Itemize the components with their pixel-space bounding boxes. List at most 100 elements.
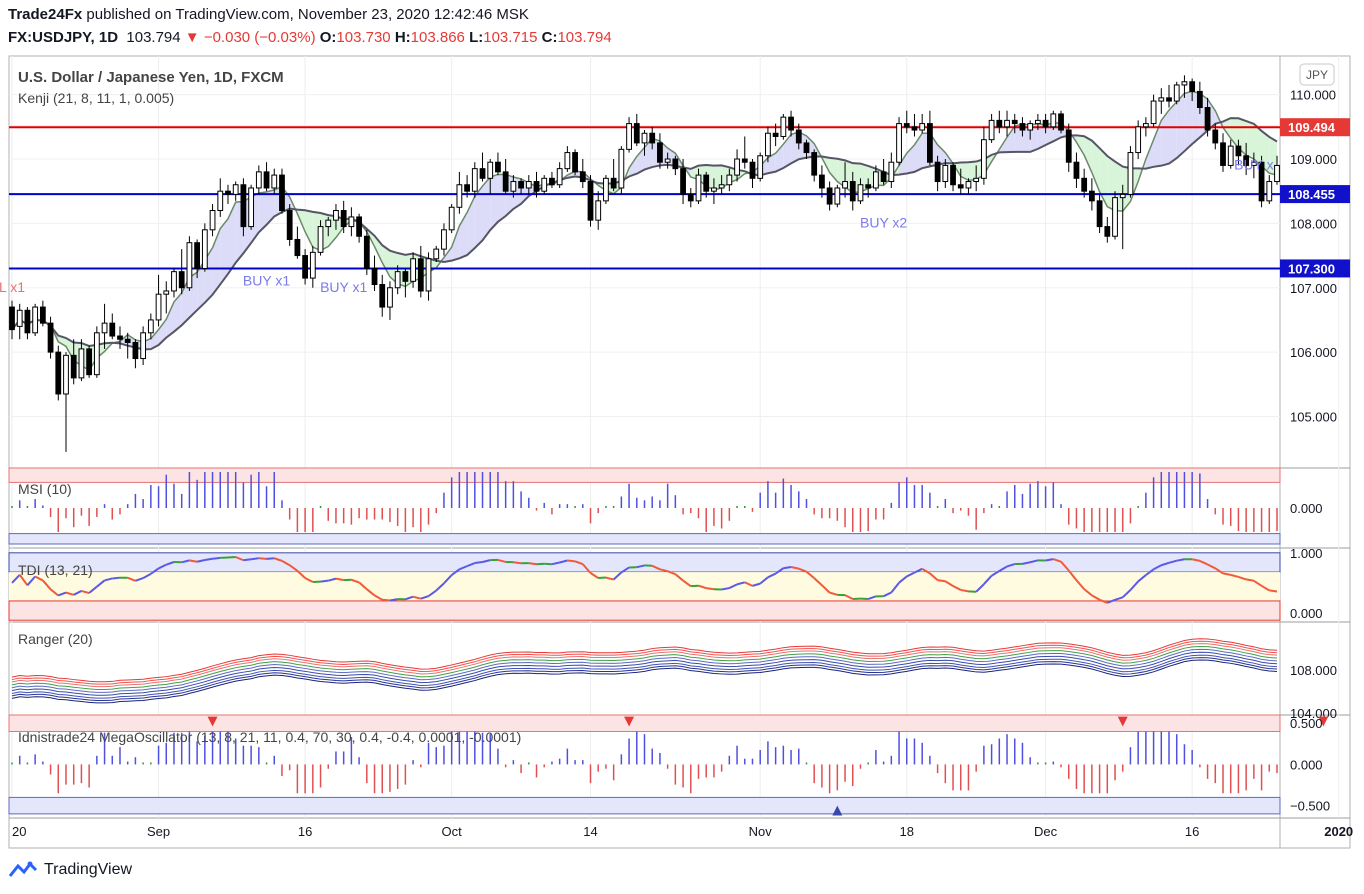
tdi-line-segment [212,556,221,560]
candle-body [263,171,270,189]
tdi-line-segment [1099,598,1108,604]
tdi-line-segment [258,557,267,560]
tdi-line-segment [243,558,252,562]
tdi-line-segment [104,577,113,582]
tdi-line-segment [327,577,337,582]
osc-y-tick: −0.500 [1290,799,1330,814]
tdi-line-segment [335,577,344,582]
tdi-line-segment [898,575,908,584]
candle-body [171,271,177,292]
tdi-upper-band [8,552,1281,573]
candle-body [657,142,663,163]
ranger-band-line [11,651,1278,696]
tdi-line-segment [620,566,630,574]
tdi-line-segment [181,559,190,564]
x-tick-label: 16 [298,824,312,839]
tdi-line-segment [983,575,993,585]
chart-frame [8,55,1351,849]
kenji-cloud-segment [1022,124,1031,152]
tdi-line-segment [1083,588,1093,597]
candle-body [209,210,216,231]
candle-body [618,148,625,189]
candle-body [980,139,987,179]
tdi-line-segment [451,568,460,576]
candle-body [394,271,401,289]
tdi-line-segment [273,557,283,562]
candle-body [564,152,571,170]
kenji-cloud-segment [899,153,907,175]
candle-body [819,174,825,189]
candle-body [487,161,494,179]
candle-body [1189,81,1196,92]
candle-body [16,309,23,327]
kenji-cloud-segment [767,153,776,174]
tdi-line-segment [775,567,784,575]
kenji-cloud-segment [1037,123,1046,149]
candle-body [1173,84,1180,102]
tdi-line-segment [382,598,391,602]
candle-body [240,184,247,228]
tdi-line-segment [189,559,198,563]
tdi-line-segment [73,590,82,596]
tdi-line-segment [142,572,152,579]
candle-body [795,129,802,144]
candle-body [302,255,309,279]
kenji-cloud-segment [1246,121,1254,159]
tdi-lower-band [8,600,1281,621]
tdi-line-segment [42,579,52,590]
tdi-line-segment [412,595,422,600]
candle-body [1127,152,1134,195]
tdi-line-segment [482,559,491,563]
level-label-bg [1280,118,1350,137]
kenji-cloud-segment [490,174,498,231]
tdi-line-segment [1106,598,1116,604]
tdi-line-segment [1214,567,1224,575]
kenji-cloud-segment [960,162,969,181]
candle-body [880,171,887,183]
msi-overbought-band [8,467,1281,483]
low-value: 103.715 [483,29,538,46]
kenji-cloud-segment [1091,140,1100,192]
candle-body [348,216,355,228]
tdi-line-segment [674,573,684,582]
tdi-line-segment [612,571,623,581]
candle-body [549,177,555,186]
tdi-line-segment [1091,594,1101,601]
tdi-line-segment [721,587,730,591]
candle-body [309,251,316,279]
tdi-line-segment [235,556,244,562]
tdi-line-segment [1230,573,1239,578]
tdi-line-segment [112,576,121,580]
tdi-line-segment [937,579,946,583]
publisher-name[interactable]: Trade24Fx [8,6,83,23]
candle-body [1112,197,1118,237]
tdi-line-segment [960,588,969,593]
candle-body [387,287,393,308]
y-tick-label: 109.000 [1290,152,1337,167]
tdi-line-segment [127,576,136,582]
tdi-line-segment [929,572,939,581]
candle-body [464,184,470,192]
candle-body [340,210,347,228]
tdi-line-segment [890,582,900,594]
candle-body [356,216,362,237]
ranger-band-line [11,643,1278,688]
candle-body [610,177,617,189]
candle-body [363,235,370,269]
tdi-line-segment [1129,580,1139,591]
ranger-title: Ranger (20) [18,631,93,647]
tdi-line-segment [1122,589,1132,599]
tdi-line-segment [1153,564,1162,571]
tdi-line-segment [88,585,98,594]
candle-body [1019,123,1026,131]
candle-body [1135,126,1142,154]
kenji-cloud-segment [467,196,475,256]
tdi-line-segment [366,588,376,597]
sell-signal-marker [1318,716,1329,727]
candle-body [1104,226,1111,237]
ranger-band-line [11,638,1278,683]
candle-body [217,190,224,211]
tdi-line-segment [798,567,807,573]
footer-brand[interactable]: TradingView [44,861,133,878]
